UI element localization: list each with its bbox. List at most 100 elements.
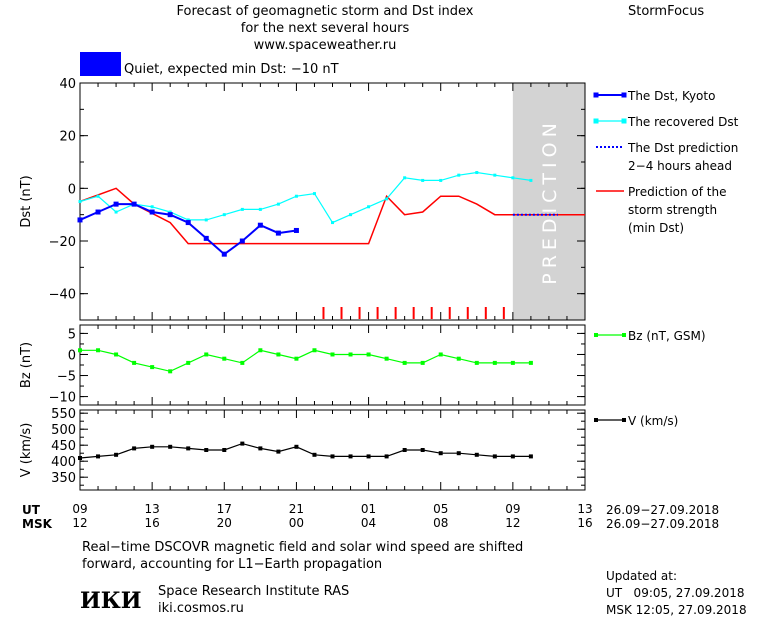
- status-color-swatch: [80, 52, 121, 76]
- source-url[interactable]: www.spaceweather.ru: [253, 38, 397, 53]
- bz-point: [384, 356, 389, 361]
- velocity-point: [438, 451, 443, 456]
- bz-point: [294, 356, 299, 361]
- y-tick-label: 0: [68, 348, 76, 363]
- recovered-dst-point: [367, 205, 371, 209]
- legends: The Dst, Kyoto The recovered Dst The Dst p…: [593, 89, 739, 428]
- chart-title-line1: Forecast of geomagnetic storm and Dst in…: [176, 4, 474, 19]
- recovered-dst-point: [294, 194, 298, 198]
- recovered-dst-point: [78, 200, 82, 203]
- velocity-point: [294, 444, 299, 449]
- ut-tick-label: 01: [361, 502, 376, 516]
- y-tick-label: −10: [49, 391, 76, 406]
- y-tick-label: 450: [51, 439, 76, 454]
- footer-note-line1: Real−time DSCOVR magnetic field and sola…: [82, 540, 524, 555]
- dst-prediction-legend-label: The Dst prediction: [627, 141, 738, 155]
- bz-point: [96, 348, 101, 353]
- y-tick-label: 0: [68, 182, 76, 197]
- bz-point: [132, 360, 137, 365]
- ut-tick-label: 09: [505, 502, 520, 516]
- recovered-dst-point: [204, 218, 208, 222]
- velocity-point: [276, 449, 281, 454]
- recovered-dst-point: [312, 192, 316, 196]
- msk-tick-label: 00: [289, 516, 304, 530]
- recovered-dst-point: [403, 176, 407, 180]
- storm-strength-legend-label: (min Dst): [628, 221, 684, 235]
- recovered-dst-point: [276, 202, 280, 206]
- recovered-dst-point: [331, 221, 334, 225]
- recovered-dst-point: [96, 194, 100, 198]
- dst-kyoto-point: [293, 227, 299, 233]
- recovered-dst-point: [349, 213, 353, 217]
- footer-note-line2: forward, accounting for L1−Earth propaga…: [82, 557, 383, 572]
- updated-ut: UT 09:05, 27.09.2018: [606, 586, 745, 600]
- ut-tick-label: 09: [72, 502, 87, 516]
- bz-point: [258, 348, 263, 353]
- bz-point: [150, 365, 155, 370]
- msk-tick-label: 20: [217, 516, 232, 530]
- velocity-point: [204, 448, 209, 452]
- bz-point: [114, 352, 119, 357]
- bz-point: [78, 348, 82, 353]
- velocity-point: [366, 454, 371, 459]
- panel-frame: [79, 324, 586, 406]
- recovered-dst-point: [439, 178, 443, 182]
- bz-point: [420, 360, 425, 365]
- dst-prediction-legend-label: 2−4 hours ahead: [628, 159, 732, 173]
- y-axis-label: V (km/s): [19, 423, 34, 478]
- bz-point: [402, 360, 407, 365]
- dst-kyoto-point: [167, 212, 173, 218]
- bz-point: [474, 360, 479, 365]
- bz-point: [438, 352, 443, 357]
- velocity-point: [384, 454, 389, 459]
- velocity-point: [168, 444, 173, 449]
- dst-kyoto-point: [95, 209, 101, 215]
- recovered-dst-point: [258, 207, 262, 211]
- recovered-dst-point: [529, 178, 533, 182]
- ut-tick-label: 13: [145, 502, 160, 516]
- institute-url[interactable]: iki.cosmos.ru: [158, 601, 244, 616]
- velocity-point: [510, 454, 515, 459]
- dst-kyoto-line: [79, 203, 297, 256]
- updated-label: Updated at:: [606, 569, 677, 583]
- dst-kyoto-legend-marker: [593, 92, 599, 98]
- msk-tick-label: 04: [361, 516, 376, 530]
- bz-point: [528, 360, 533, 365]
- y-tick-label: −40: [49, 288, 76, 303]
- recovered-dst-point: [222, 213, 226, 217]
- msk-tick-label: 16: [145, 516, 160, 530]
- dst-kyoto-point: [221, 251, 227, 257]
- prediction-region: [512, 83, 585, 320]
- recovered-dst-point: [493, 173, 497, 177]
- storm-strength-legend-label: Prediction of the: [628, 185, 727, 199]
- panel-frame: [79, 409, 586, 491]
- velocity-point: [114, 452, 119, 457]
- msk-tick-label: 12: [72, 516, 87, 530]
- velocity-point: [420, 448, 425, 452]
- bz-legend-label: Bz (nT, GSM): [628, 329, 706, 343]
- y-tick-label: 500: [51, 423, 76, 438]
- velocity-point: [186, 446, 191, 451]
- recovered-dst-legend-label: The recovered Dst: [627, 115, 739, 129]
- bz-point: [510, 360, 515, 365]
- recovered-dst-line: [79, 171, 531, 224]
- dst-panel: PREDICTION 40 20 0 −20 −40 Dst (nT): [19, 77, 586, 321]
- dst-kyoto-point: [257, 222, 263, 228]
- dst-kyoto-point: [113, 201, 119, 207]
- velocity-line: [79, 442, 531, 459]
- bz-point: [330, 352, 335, 357]
- y-axis-label: Dst (nT): [19, 175, 34, 227]
- msk-tick-label: 12: [505, 516, 520, 530]
- velocity-legend-marker: [594, 418, 598, 422]
- storm-strength-legend-label: storm strength: [628, 203, 717, 217]
- chart-title-line2: for the next several hours: [240, 21, 410, 36]
- bz-point: [276, 352, 281, 357]
- bz-point: [168, 369, 173, 374]
- velocity-point: [330, 454, 335, 459]
- dst-kyoto-point: [149, 209, 155, 215]
- institute-name: Space Research Institute RAS: [158, 584, 350, 599]
- recovered-dst-point: [114, 210, 118, 214]
- dst-kyoto-point: [203, 235, 209, 241]
- recovered-dst-legend-marker: [593, 118, 599, 124]
